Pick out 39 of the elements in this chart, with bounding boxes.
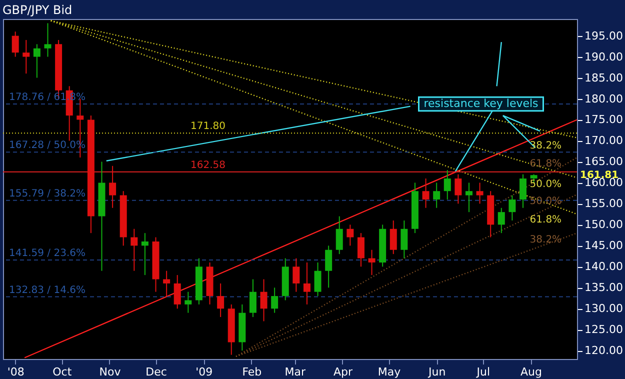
y-tick-label: 120.00 [584,344,623,358]
chart-title: GBP/JPY Bid [2,3,72,17]
y-tick-label: 185.00 [584,71,623,84]
y-tick-label: 170.00 [584,134,623,148]
annotation: 38.2% [530,140,562,152]
ref-line-label: 141.59 / 23.6% [9,248,86,259]
x-tick-label: Apr [333,366,353,378]
annotation: 50.0% [530,179,562,190]
y-tick-label: 175.00 [584,113,623,126]
ref-line-label: 132.83 / 14.6% [9,284,86,296]
x-tick-label: Feb [242,366,262,378]
annotation: 38.2% [530,234,562,246]
x-tick-label: Jun [427,366,446,378]
annotation: 61.8% [530,158,562,170]
x-tick-label: Mar [284,366,306,378]
y-tick-label: 135.00 [584,281,623,294]
x-tick-label: Dec [146,366,167,378]
y-tick-label: 150.00 [584,218,623,232]
y-tick-label: 145.00 [584,239,623,252]
x-tick-label: May [378,366,402,378]
annotation: resistance key levels [424,97,539,110]
y-tick-label: 155.00 [584,197,623,210]
x-tick-label: Oct [52,366,72,378]
x-tick-label: Jul [476,366,490,378]
x-tick-label: Nov [99,366,122,378]
y-tick-label: 195.00 [584,29,623,42]
y-tick-label: 130.00 [584,302,623,316]
x-tick-label: '08 [7,366,24,378]
x-tick-label: Aug [520,366,542,378]
y-tick-label: 140.00 [584,260,623,274]
y-tick-label: 125.00 [584,323,623,336]
ref-line-label: 171.80 [190,121,226,132]
x-tick-label: '09 [196,366,213,378]
annotation: 61.8% [530,214,562,226]
y-tick-label: 165.00 [584,155,623,168]
y-tick-label: 190.00 [584,50,623,64]
y-tick-label: 180.00 [584,92,623,106]
ref-line-label: 162.58 [190,160,226,171]
ref-line-label: 155.79 / 38.2% [9,188,86,200]
